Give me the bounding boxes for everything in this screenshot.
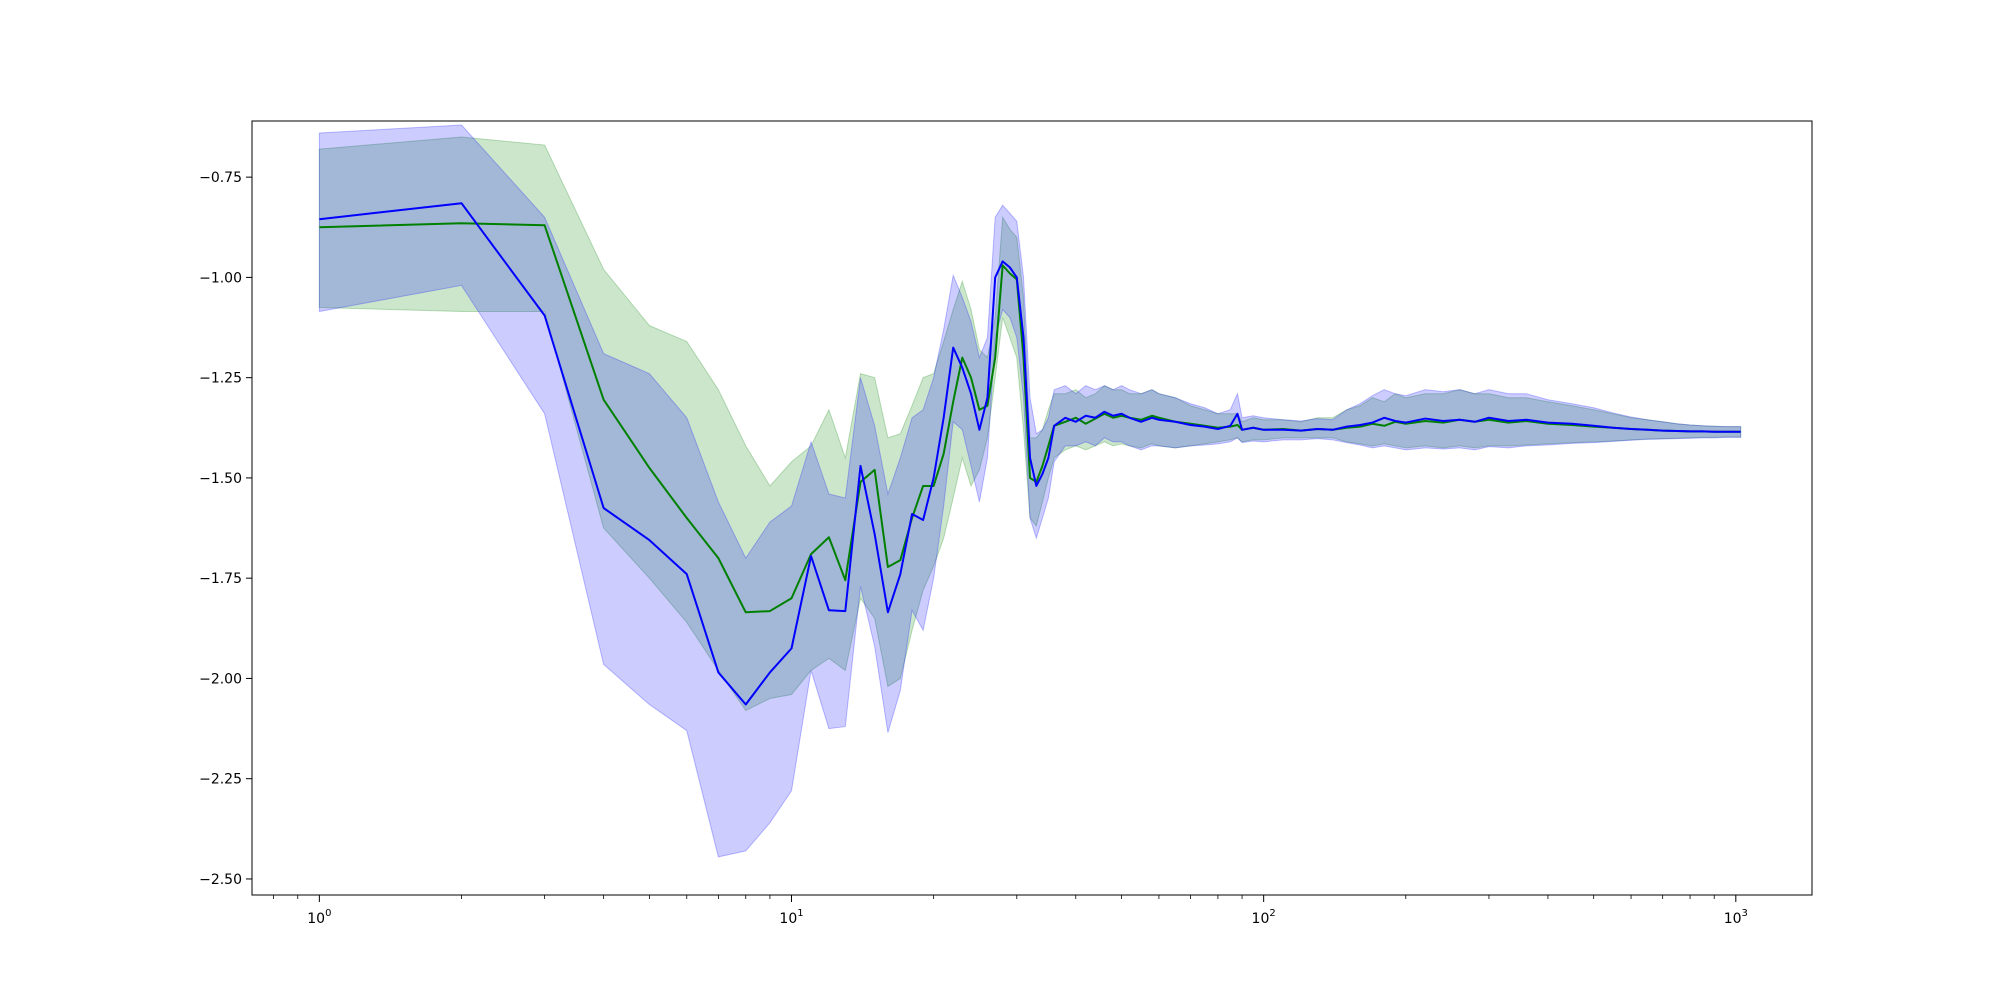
x-tick-label: 100 — [307, 908, 331, 927]
x-tick-label: 101 — [779, 908, 803, 927]
x-tick-label: 103 — [1724, 908, 1748, 927]
y-tick-label: −2.00 — [199, 671, 242, 687]
y-tick-label: −1.50 — [199, 471, 242, 487]
series-line-2 — [319, 202, 1741, 706]
series-lines — [319, 202, 1741, 706]
y-tick-label: −2.50 — [199, 872, 242, 888]
y-tick-label: −1.75 — [199, 571, 242, 587]
plot-frame — [251, 120, 1813, 896]
y-tick-label: −1.00 — [199, 270, 242, 286]
confidence-band-2 — [318, 124, 1742, 858]
x-tick-label: 102 — [1252, 908, 1276, 927]
confidence-band-1 — [318, 136, 1742, 712]
x-axis: 100 101 102 103 — [273, 895, 1748, 927]
y-tick-label: −0.75 — [199, 170, 242, 186]
y-tick-label: −2.25 — [199, 772, 242, 788]
confidence-bands — [318, 124, 1742, 858]
y-axis: −0.75 −1.00 −1.25 −1.50 −1.75 −2.00 −2.25 −2.50 — [199, 170, 252, 888]
y-tick-label: −1.25 — [199, 371, 242, 387]
